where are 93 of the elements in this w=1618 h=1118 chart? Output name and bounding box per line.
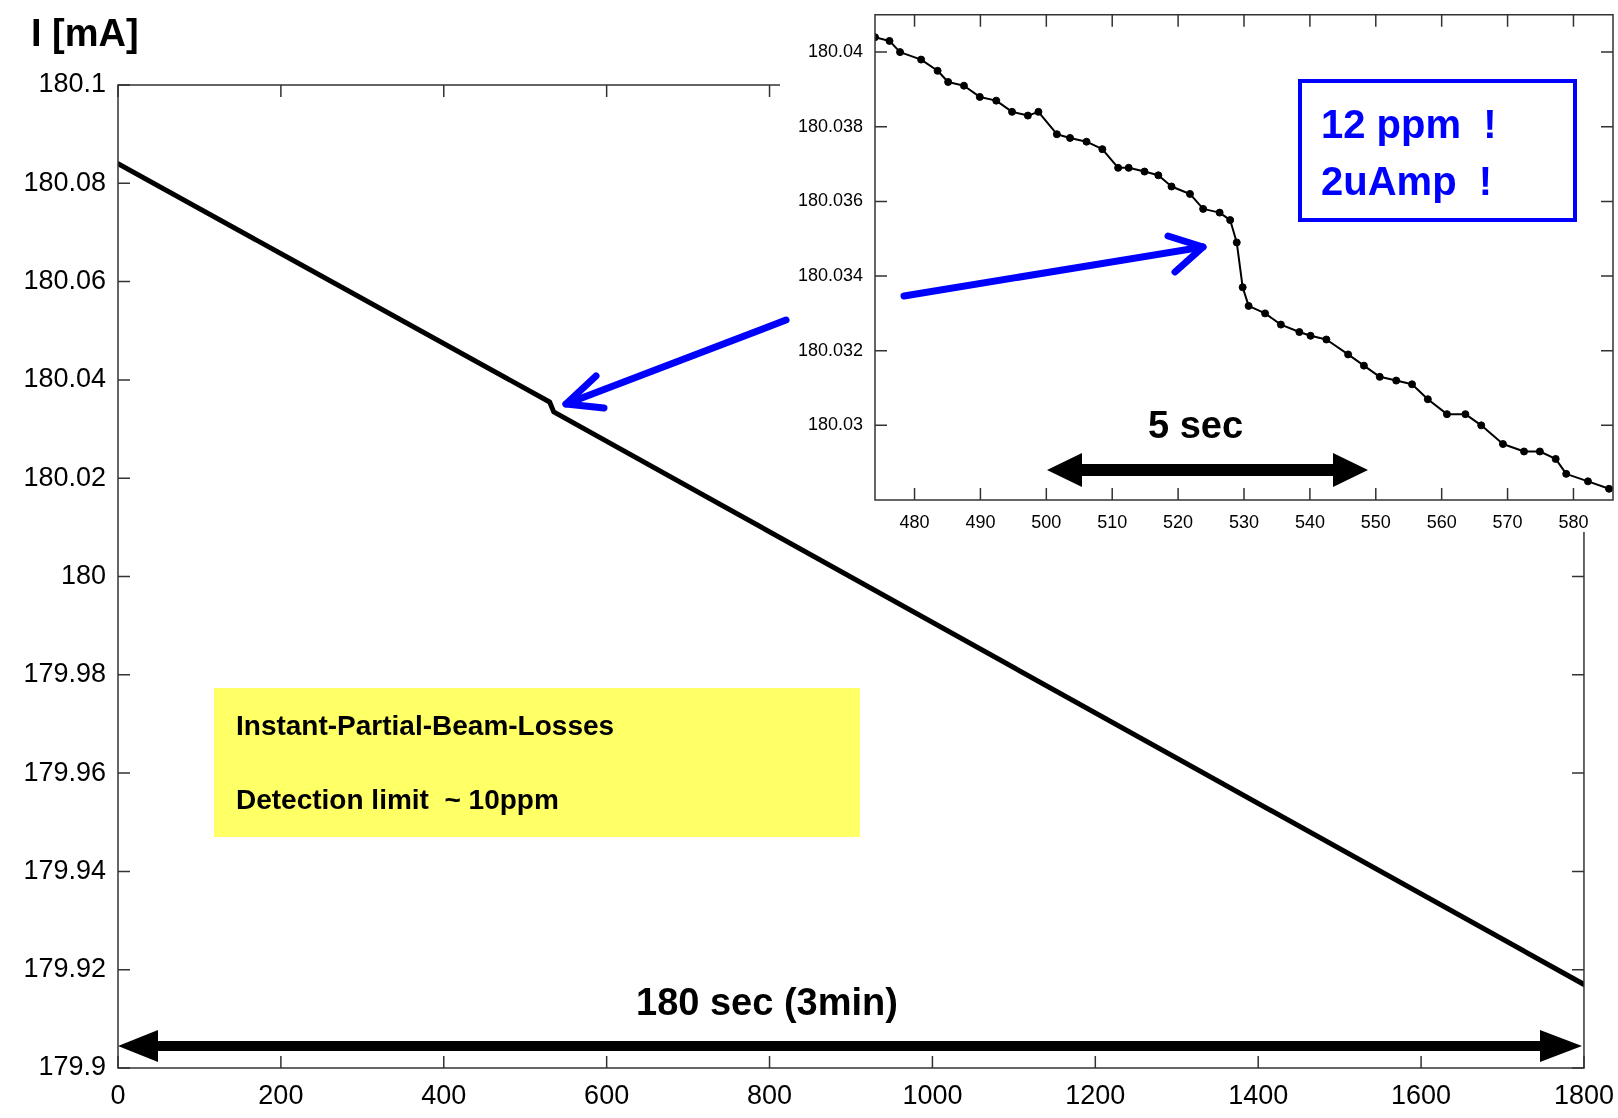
point	[1114, 163, 1123, 172]
point	[1140, 167, 1149, 176]
y-tick-label: 180	[60, 559, 106, 590]
point	[896, 48, 905, 57]
y-tick-label: 180.02	[23, 461, 106, 492]
x-tick-label: 490	[965, 511, 996, 532]
point	[1098, 145, 1107, 154]
point	[1375, 372, 1384, 381]
point	[1498, 440, 1507, 449]
point	[1124, 163, 1133, 172]
y-tick-label: 180.1	[38, 68, 106, 99]
point	[1226, 216, 1235, 225]
point	[885, 36, 894, 45]
point	[933, 66, 942, 75]
x-tick-label: 200	[258, 1079, 304, 1110]
point	[1344, 350, 1353, 359]
point	[1359, 361, 1368, 370]
y-tick-label: 179.94	[23, 854, 106, 885]
y-tick-label: 180.038	[797, 115, 863, 136]
point	[1244, 301, 1253, 310]
y-tick-label: 179.96	[23, 756, 106, 787]
point	[1052, 130, 1061, 139]
point	[1154, 171, 1163, 180]
y-tick-label: 180.04	[807, 41, 863, 62]
x-tick-label: 540	[1294, 511, 1325, 532]
y-tick-label: 179.9	[38, 1051, 106, 1082]
point	[1520, 447, 1529, 456]
point	[1261, 309, 1270, 318]
y-tick-label: 180.036	[797, 190, 863, 211]
x-tick-label: 580	[1558, 511, 1589, 532]
y-tick-label: 180.06	[23, 265, 106, 296]
point	[1322, 335, 1331, 344]
x-tick-label: 1200	[1065, 1079, 1126, 1110]
y-tick-label: 179.92	[23, 953, 106, 984]
point	[1034, 107, 1043, 116]
point	[1276, 320, 1285, 329]
x-tick-label: 500	[1031, 511, 1062, 532]
y-tick-label: 179.98	[23, 658, 106, 689]
annotation: 12 ppm !	[1321, 102, 1497, 146]
point	[1082, 137, 1091, 146]
y-tick-label: 180.08	[23, 166, 106, 197]
point	[1442, 410, 1451, 419]
point	[1535, 447, 1544, 456]
y-tick-label: 180.03	[807, 414, 863, 435]
point	[1167, 182, 1176, 191]
point	[1461, 410, 1470, 419]
point	[1477, 421, 1486, 430]
point	[1408, 380, 1417, 389]
point	[1583, 477, 1592, 486]
point	[975, 92, 984, 101]
point	[1423, 395, 1432, 404]
x-tick-label: 800	[747, 1079, 793, 1110]
x-tick-label: 1600	[1391, 1079, 1452, 1110]
annotation: Detection limit ~ 10ppm	[236, 784, 559, 815]
point	[992, 96, 1001, 105]
point	[1551, 454, 1560, 463]
point	[1023, 111, 1032, 120]
y-tick-label: 180.032	[797, 339, 863, 360]
point	[1008, 107, 1017, 116]
point	[1392, 376, 1401, 385]
x-tick-label: 560	[1426, 511, 1457, 532]
point	[944, 77, 953, 86]
point	[1199, 204, 1208, 213]
y-tick-label: 180.04	[23, 363, 106, 394]
point	[1066, 133, 1075, 142]
annotation: 180 sec (3min)	[636, 981, 898, 1023]
point	[1295, 328, 1304, 337]
x-tick-label: 1000	[902, 1079, 963, 1110]
x-tick-label: 1800	[1553, 1079, 1615, 1110]
x-tick-label: 600	[584, 1079, 630, 1110]
point	[1562, 469, 1571, 478]
x-tick-label: 550	[1360, 511, 1391, 532]
x-tick-label: 0	[110, 1079, 126, 1110]
x-tick-label: 480	[899, 511, 930, 532]
point	[1185, 189, 1194, 198]
annotation: Instant-Partial-Beam-Losses	[236, 710, 615, 741]
annotation: 5 sec	[1148, 404, 1244, 446]
y-tick-label: 180.034	[797, 265, 863, 286]
x-tick-label: 530	[1228, 511, 1260, 532]
point	[1215, 208, 1224, 217]
x-tick-label: 570	[1492, 511, 1523, 532]
point	[1238, 283, 1247, 292]
x-tick-label: 520	[1163, 511, 1194, 532]
annotation: 2uAmp !	[1321, 159, 1493, 203]
point	[917, 55, 926, 64]
point	[1232, 238, 1241, 247]
x-tick-label: 400	[421, 1079, 467, 1110]
point	[959, 81, 968, 90]
y-axis-title: I [mA]	[31, 12, 139, 54]
point	[1306, 331, 1315, 340]
x-tick-label: 1400	[1228, 1079, 1289, 1110]
x-tick-label: 510	[1097, 511, 1128, 532]
point	[1605, 484, 1613, 493]
